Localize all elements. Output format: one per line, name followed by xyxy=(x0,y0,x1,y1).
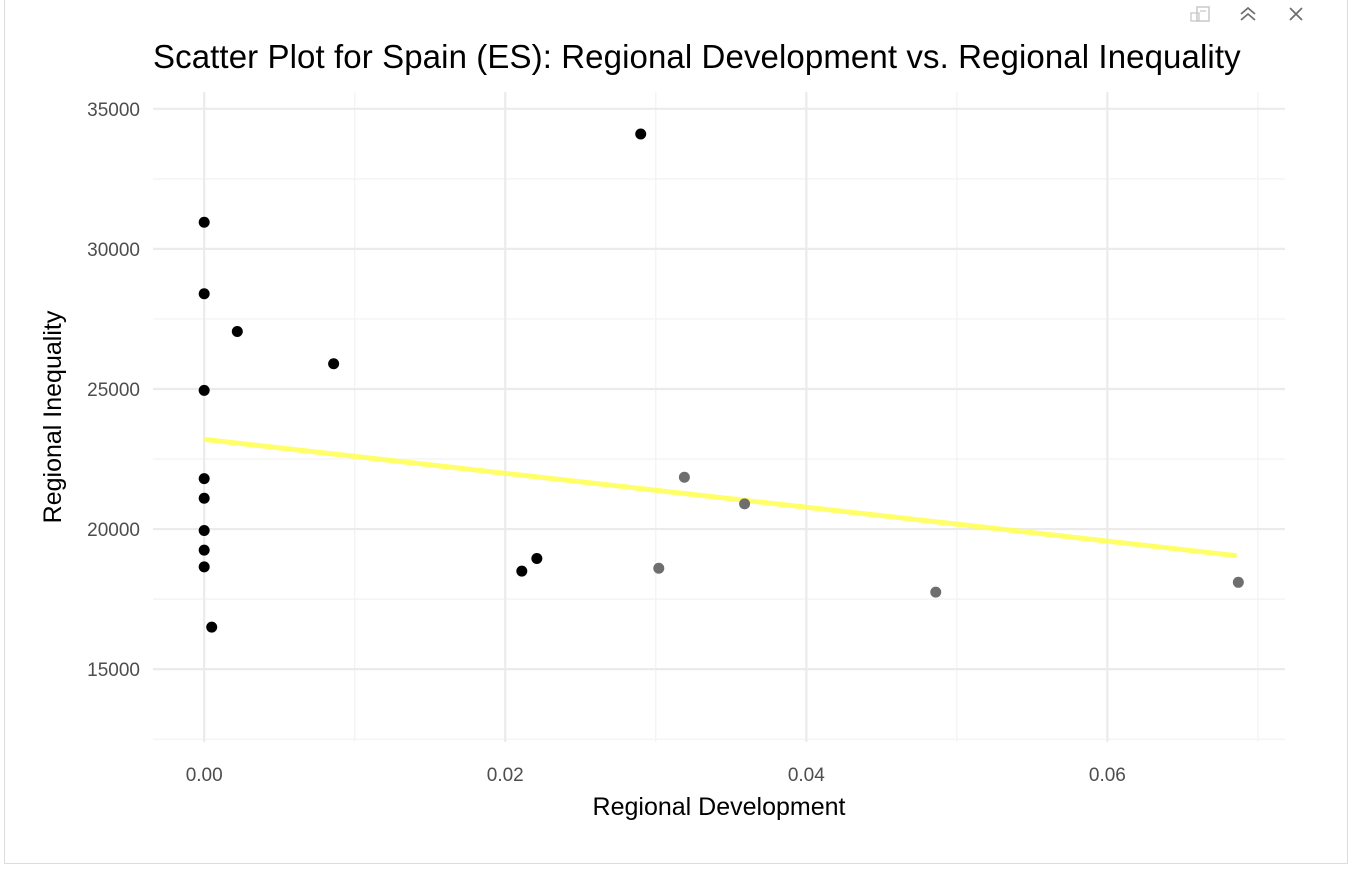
tick-labels: 0.00 0.02 0.04 0.06 15000 20000 25000 30000 3500… xyxy=(87,100,1126,786)
export-button[interactable] xyxy=(1185,4,1215,28)
data-point xyxy=(198,561,210,573)
data-point xyxy=(516,565,528,577)
y-tick-label: 20000 xyxy=(87,520,140,541)
data-point xyxy=(678,471,690,483)
data-point xyxy=(635,128,647,140)
y-axis-title: Regional Inequality xyxy=(39,310,67,523)
data-point xyxy=(531,552,543,564)
close-icon xyxy=(1288,6,1304,27)
data-point xyxy=(198,492,210,504)
grid-lines xyxy=(153,92,1285,742)
y-tick-label: 25000 xyxy=(87,380,140,401)
export-icon xyxy=(1189,4,1211,29)
x-tick-label: 0.00 xyxy=(186,765,223,786)
x-tick-label: 0.06 xyxy=(1089,765,1126,786)
data-point xyxy=(198,473,210,485)
data-point xyxy=(739,498,751,510)
plot-toolbar xyxy=(1185,4,1311,28)
data-point xyxy=(1232,576,1244,588)
data-point xyxy=(198,544,210,556)
collapse-icon xyxy=(1238,4,1258,29)
data-point xyxy=(198,288,210,300)
close-button[interactable] xyxy=(1281,4,1311,28)
data-point xyxy=(198,524,210,536)
x-tick-label: 0.02 xyxy=(487,765,524,786)
data-point xyxy=(231,326,243,338)
x-tick-label: 0.04 xyxy=(788,765,825,786)
trend-line-layer xyxy=(203,436,1238,559)
data-point xyxy=(198,384,210,396)
chart-title: Scatter Plot for Spain (ES): Regional De… xyxy=(153,38,1241,75)
data-point xyxy=(328,358,340,370)
y-tick-label: 30000 xyxy=(87,240,140,261)
data-point xyxy=(206,621,218,633)
collapse-button[interactable] xyxy=(1233,4,1263,28)
data-point xyxy=(653,562,665,574)
plot-panel xyxy=(4,0,1348,864)
trend-line xyxy=(203,436,1238,559)
x-axis-title: Regional Development xyxy=(593,793,846,821)
data-points xyxy=(198,128,1244,633)
data-point xyxy=(930,586,942,598)
y-tick-label: 15000 xyxy=(87,660,140,681)
y-tick-label: 35000 xyxy=(87,100,140,121)
data-point xyxy=(198,216,210,228)
